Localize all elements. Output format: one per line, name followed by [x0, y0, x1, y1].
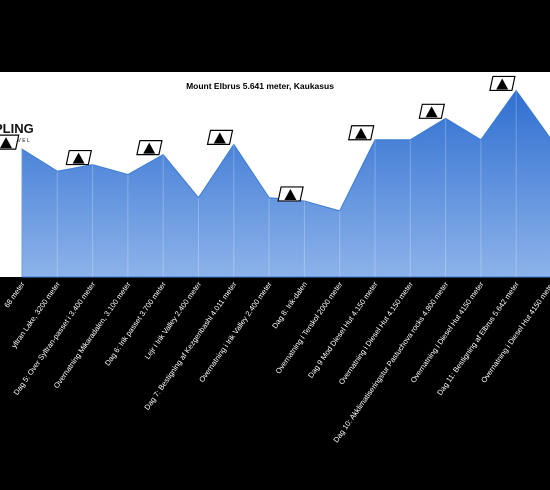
tent-icon [136, 140, 163, 156]
x-tick-label: Overnatning i Diesel Hut 4150 meter [409, 280, 486, 385]
tent [0, 137, 12, 149]
tent [72, 152, 85, 164]
x-tick-label: Overnatning i Terskol 2000 meter [274, 280, 345, 376]
area [21, 89, 550, 278]
x-tick-label: Overnatning i Diesel Hut 4150 meter [479, 280, 550, 385]
tent [284, 188, 297, 200]
tent-icon [277, 186, 304, 202]
x-tick-label: Overnatning Mikaradalen, 3.100 meter [52, 280, 133, 390]
tent-icon [206, 129, 234, 145]
tent [355, 127, 367, 139]
tent [143, 142, 156, 154]
tent-icon [418, 103, 446, 119]
x-tick-label: Dag 6: Irik passet 3.700 meter [103, 280, 168, 368]
tent-icon [347, 125, 375, 141]
logo-name: PLING [0, 121, 34, 136]
tent-icon [0, 134, 20, 150]
x-tick-label: 68 meter [2, 280, 27, 310]
tent [213, 132, 226, 144]
tent-icon [65, 149, 93, 166]
x-tick-label: Dag 9 Mod Diesel Hut 4.150 meter [306, 280, 380, 380]
chart-title: Mount Elbrus 5.641 meter, Kaukasus [186, 81, 334, 91]
tent [496, 78, 509, 90]
tent [425, 106, 438, 118]
x-tick-label: Dag 8: Irik-dalen [270, 280, 309, 330]
x-tick-label: Overnatning i Irik Valley 2.400 meter [197, 280, 274, 384]
x-tick-label: Overnatning i Diesel Hut 4.150 meter [337, 280, 415, 387]
tent-icon [489, 75, 516, 92]
